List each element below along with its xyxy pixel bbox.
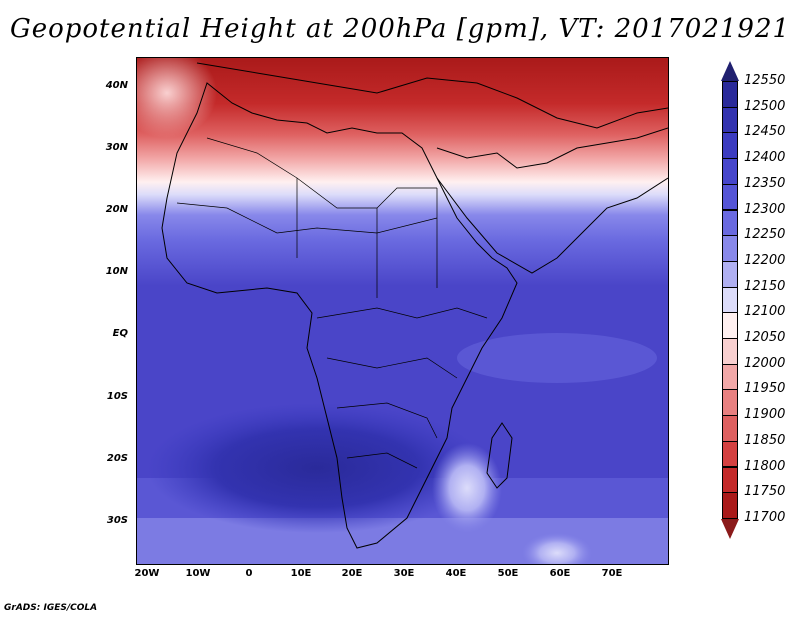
lat-label-eq: EQ [112, 328, 128, 339]
colorbar-segment [722, 260, 738, 288]
colorbar-label: 12050 [744, 330, 786, 345]
country-borders [176, 137, 488, 469]
lon-label-10w: 10W [185, 568, 211, 579]
lon-label-60e: 60E [549, 568, 571, 579]
colorbar-label: 11850 [744, 432, 786, 448]
colorbar-segment [722, 81, 738, 108]
colorbar-segment [722, 132, 738, 160]
colorbar-segment [722, 338, 738, 365]
colorbar-segment [722, 466, 738, 494]
colorbar-label: 11800 [744, 458, 786, 474]
coastlines [161, 62, 668, 549]
colorbar-label: 11900 [744, 407, 786, 423]
colorbar-segment [722, 286, 738, 314]
lon-label-70e: 70E [601, 568, 623, 579]
colorbar-label: 12550 [744, 73, 786, 88]
lon-label-20e: 20E [341, 568, 363, 579]
colorbar-label: 12150 [744, 278, 786, 294]
lon-label-20w: 20W [134, 568, 160, 579]
colorbar-segment [722, 209, 738, 237]
colorbar-segment [722, 106, 738, 134]
colorbar-label: 11700 [744, 509, 786, 525]
geopotential-field [137, 58, 668, 564]
lat-label-30s: 30S [106, 515, 128, 526]
colorbar-segment [722, 183, 738, 211]
grads-credit: GrADS: IGES/COLA [4, 603, 98, 613]
map-panel [136, 57, 669, 565]
lat-label-10s: 10S [106, 391, 128, 402]
colorbar-top-arrow [721, 61, 739, 81]
lat-label-10n: 10N [105, 266, 128, 277]
colorbar-bottom-arrow [721, 518, 739, 539]
colorbar-label: 12000 [744, 355, 786, 371]
colorbar-segment [722, 158, 738, 185]
map-title: Geopotential Height at 200hPa [gpm], VT:… [9, 14, 791, 44]
colorbar-segment [722, 492, 738, 519]
lon-label-40e: 40E [445, 568, 467, 579]
lat-label-20s: 20S [106, 453, 128, 464]
lon-label-0: 0 [245, 568, 253, 579]
colorbar-label: 12100 [744, 304, 786, 320]
colorbar-label: 12250 [744, 227, 786, 243]
colorbar-segment [722, 363, 738, 391]
colorbar-segment [722, 235, 738, 262]
lon-label-30e: 30E [393, 568, 415, 579]
colorbar-label: 12450 [744, 124, 786, 140]
lon-label-50e: 50E [497, 568, 519, 579]
colorbar-label: 12350 [744, 175, 786, 191]
colorbar-segment [722, 440, 738, 468]
colorbar-label: 12500 [744, 98, 786, 114]
colorbar-label: 11950 [744, 381, 786, 397]
lat-label-20n: 20N [105, 204, 128, 215]
colorbar-segment [722, 312, 738, 339]
lon-label-10e: 10E [290, 568, 312, 579]
lat-label-30n: 30N [105, 142, 128, 153]
colorbar-label: 12400 [744, 150, 786, 166]
colorbar-label: 12300 [744, 201, 786, 217]
colorbar-label: 12200 [744, 252, 786, 268]
colorbar-segment [722, 389, 738, 417]
lat-label-40n: 40N [105, 80, 128, 91]
colorbar-segment [722, 415, 738, 442]
colorbar-label: 11750 [744, 484, 786, 500]
